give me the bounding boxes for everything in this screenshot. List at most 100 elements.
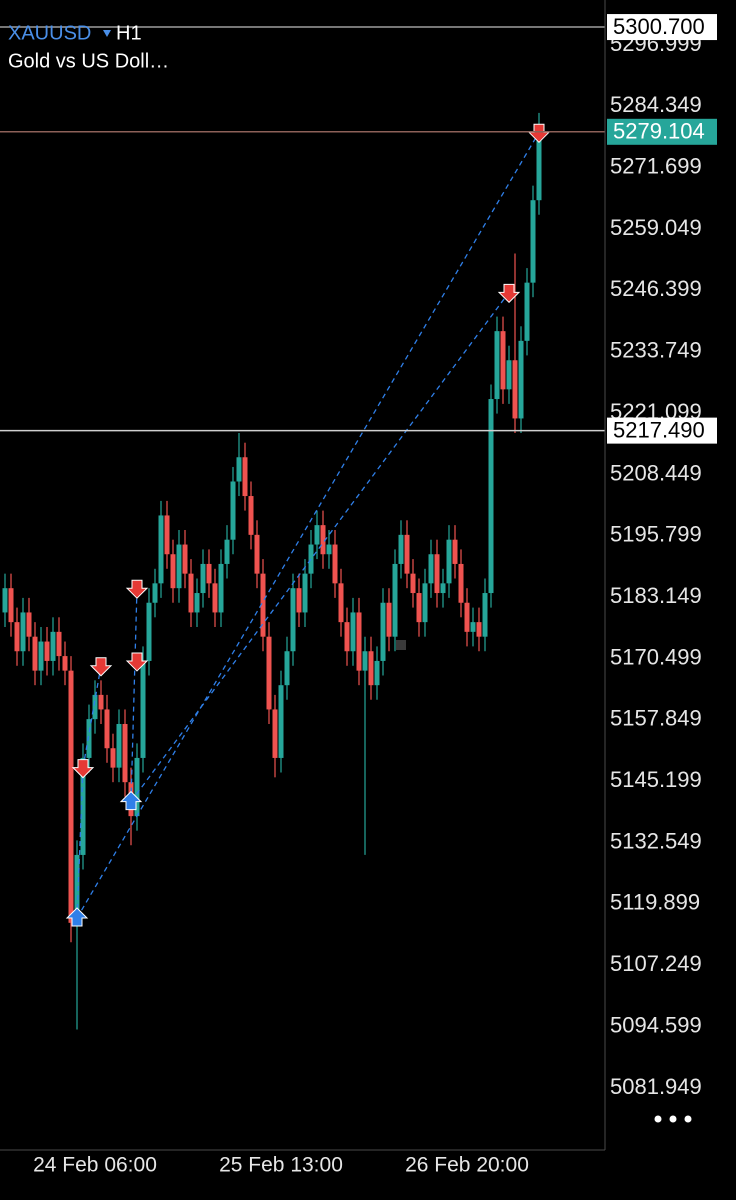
candle-body: [344, 622, 350, 652]
x-tick-label: 24 Feb 06:00: [33, 1154, 157, 1177]
candle-body: [50, 631, 56, 661]
price-line-label: 5300.700: [613, 14, 705, 39]
candle-body: [86, 719, 92, 758]
candle-body: [284, 651, 290, 686]
sell-arrow: [497, 283, 521, 304]
price-axis: 5296.9995284.3495271.6995259.0495246.399…: [607, 14, 717, 1099]
x-tick-label: 25 Feb 13:00: [219, 1154, 343, 1177]
trade-line: [130, 291, 510, 802]
candle-body: [266, 636, 272, 710]
y-tick-label: 5284.349: [610, 92, 702, 117]
candle-body: [320, 525, 326, 555]
candle-body: [182, 544, 188, 574]
candle-body: [194, 593, 200, 613]
candle-body: [494, 331, 500, 400]
candle-body: [68, 670, 74, 923]
candle-body: [476, 622, 482, 637]
buy-arrow: [119, 790, 143, 811]
candle-body: [224, 539, 230, 564]
candle-body: [158, 515, 164, 584]
candle-body: [260, 573, 266, 637]
candle-body: [428, 554, 434, 584]
menu-dot[interactable]: [654, 1115, 662, 1123]
candle-body: [374, 660, 380, 686]
trade-line: [76, 131, 540, 919]
candle-body: [314, 525, 320, 545]
candle-body: [152, 583, 158, 603]
candle-body: [44, 641, 50, 661]
candle-body: [254, 534, 260, 574]
price-line-box: [607, 14, 717, 41]
candle-body: [332, 544, 338, 584]
candle-body: [140, 660, 146, 758]
y-tick-label: 5094.599: [610, 1012, 702, 1037]
candle-body: [290, 588, 296, 652]
object-handle: [396, 640, 406, 650]
candle-body: [20, 612, 26, 652]
candle-body: [410, 573, 416, 594]
candle-body: [8, 588, 14, 623]
y-tick-label: 5107.249: [610, 951, 702, 976]
candle-body: [14, 622, 20, 652]
candle-body: [242, 457, 248, 497]
y-tick-label: 5233.749: [610, 338, 702, 363]
symbol-description: Gold vs US Doll…: [8, 50, 169, 72]
y-tick-label: 5081.949: [610, 1074, 702, 1099]
candle-body: [356, 612, 362, 671]
symbol[interactable]: XAUUSD: [8, 22, 91, 44]
candle-body: [482, 593, 488, 637]
candle-body: [236, 457, 242, 482]
candle-body: [32, 636, 38, 671]
trade-line: [76, 767, 84, 919]
candle-body: [188, 573, 194, 613]
candle-body: [386, 602, 392, 637]
candle-body: [404, 534, 410, 574]
candle-body: [26, 612, 32, 637]
price-line-box: [607, 417, 717, 444]
buy-arrow: [65, 907, 89, 927]
price-line-label: 5217.490: [613, 417, 705, 442]
candle-body: [272, 709, 278, 758]
candle-body: [512, 360, 518, 419]
y-tick-label: 5271.699: [610, 154, 702, 179]
candle-body: [38, 641, 44, 671]
candle-body: [74, 854, 80, 923]
menu-dot[interactable]: [684, 1115, 692, 1123]
candle-body: [434, 554, 440, 594]
y-tick-label: 5195.799: [610, 522, 702, 547]
candle-body: [2, 588, 8, 613]
candle-body: [470, 622, 476, 632]
sell-arrow: [125, 652, 149, 672]
y-tick-label: 5145.199: [610, 767, 702, 792]
sell-arrow: [71, 759, 95, 779]
candle-body: [134, 757, 140, 817]
candle-body: [248, 496, 254, 535]
candle-body: [440, 583, 446, 594]
candle-body: [422, 583, 428, 623]
y-tick-label: 5246.399: [610, 276, 702, 301]
candle-body: [518, 340, 524, 419]
candle-body: [230, 481, 236, 540]
timeframe[interactable]: H1: [116, 22, 142, 44]
y-tick-label: 5119.899: [610, 890, 700, 915]
more-menu[interactable]: [654, 1115, 692, 1123]
candle-body: [380, 602, 386, 661]
candle-body: [146, 602, 152, 661]
candle-body: [350, 612, 356, 652]
candle-body: [458, 563, 464, 603]
candle-body: [302, 573, 308, 613]
menu-dot[interactable]: [669, 1115, 677, 1123]
candle-body: [488, 399, 494, 594]
candle-body: [326, 544, 332, 555]
sell-arrow: [125, 579, 149, 599]
y-tick-label: 5132.549: [610, 828, 702, 853]
symbol-dropdown-icon[interactable]: [103, 30, 111, 37]
candle-body: [80, 757, 86, 855]
candle-body: [296, 588, 302, 613]
y-tick-label: 5170.499: [610, 644, 702, 669]
candle-body: [368, 651, 374, 686]
candle-body: [362, 651, 368, 671]
candle-body: [110, 748, 116, 768]
